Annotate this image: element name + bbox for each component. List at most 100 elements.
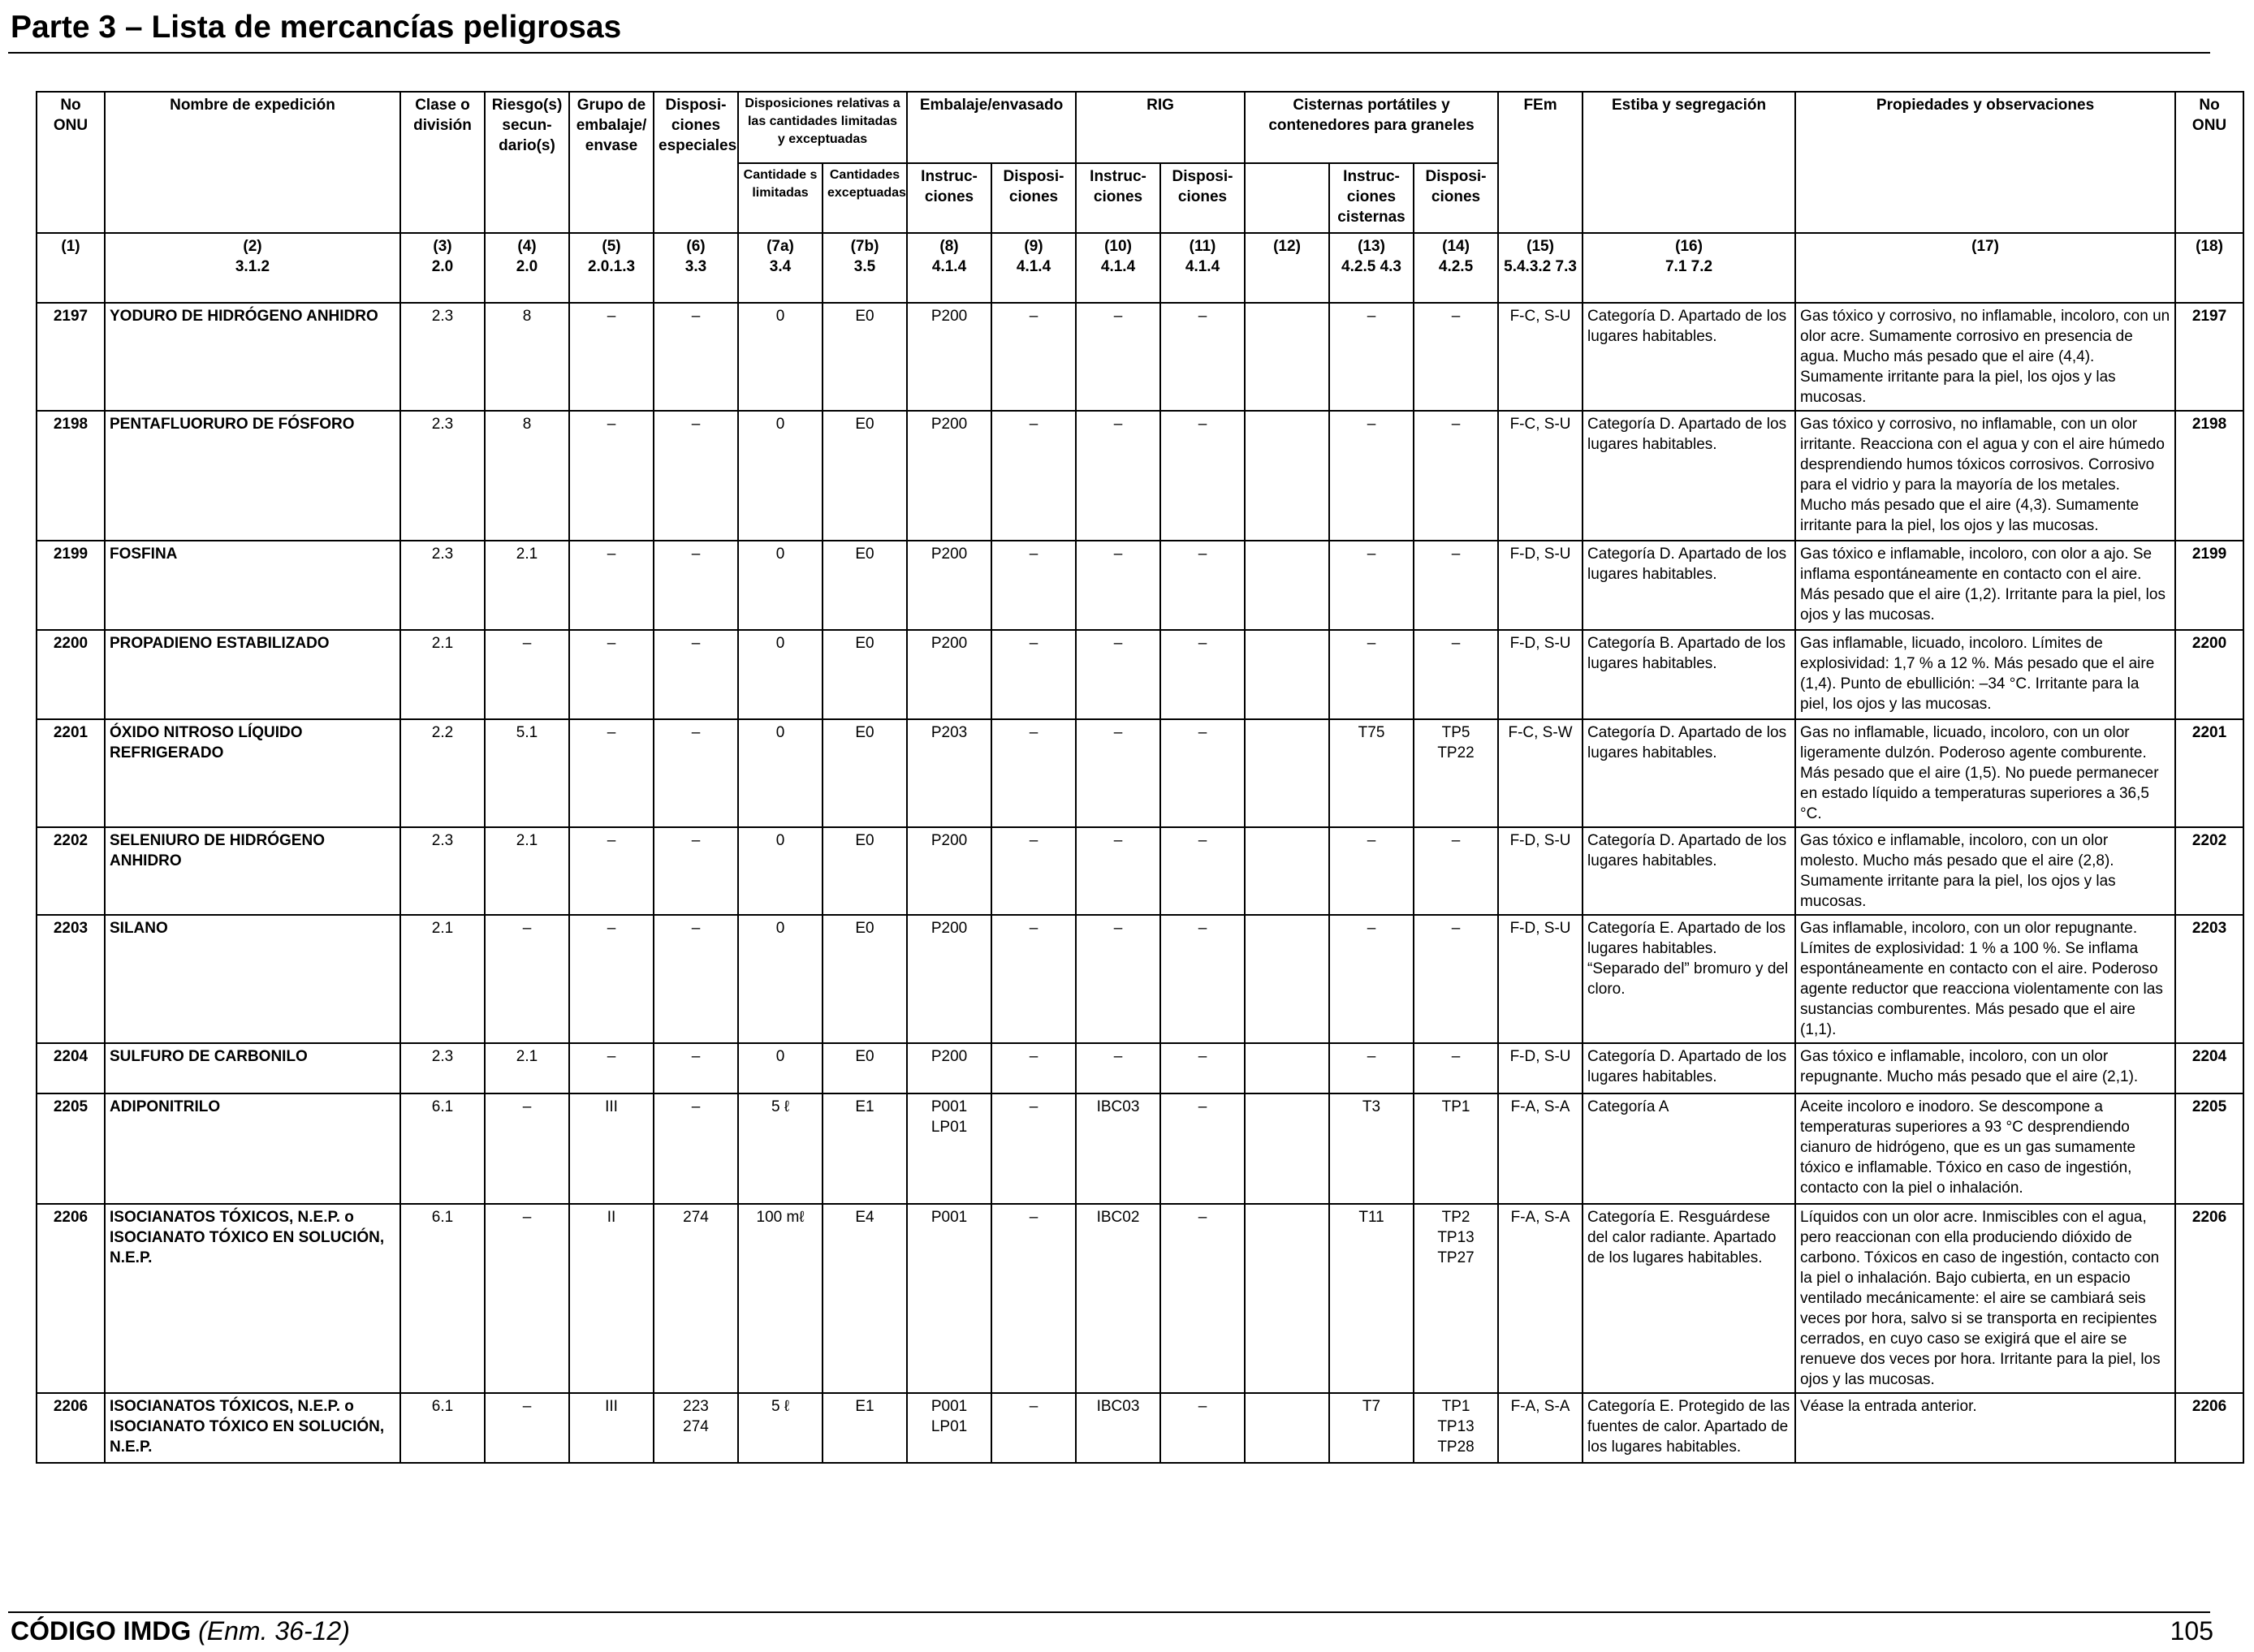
cell-special-provisions: 223 274 <box>653 1392 739 1464</box>
cell-subsidiary-risk: – <box>484 1203 570 1394</box>
column-ref-cell: (8) 4.1.4 <box>906 232 993 304</box>
column-ref-cell: (7b) 3.5 <box>821 232 909 304</box>
cell-col12 <box>1244 1203 1331 1394</box>
cell-packing-group: – <box>568 302 654 412</box>
cell-class: 6.1 <box>399 1203 486 1394</box>
column-ref-cell: (16) 7.1 7.2 <box>1582 232 1797 304</box>
cell-packing-instruction: P200 <box>906 410 993 541</box>
header-tank-provisions: Disposi-ciones <box>1413 162 1500 234</box>
column-ref-cell: (5) 2.0.1.3 <box>568 232 654 304</box>
cell-packing-instruction: P200 <box>906 914 993 1044</box>
cell-subsidiary-risk: – <box>484 914 570 1044</box>
column-ref-section: 7.1 7.2 <box>1665 258 1713 275</box>
footer-edition: (Enm. 36-12) <box>198 1616 350 1646</box>
cell-packing-instruction: P203 <box>906 718 993 828</box>
cell-excepted-quantity: E0 <box>821 1042 909 1094</box>
column-ref-section: 5.4.3.2 7.3 <box>1504 258 1577 275</box>
cell-special-provisions: – <box>653 540 739 631</box>
cell-packing-provision: – <box>991 540 1077 631</box>
table-row: 2200 PROPADIENO ESTABILIZADO 2.1– – –0 E0 P200… <box>36 629 2245 720</box>
cell-un-number: 2206 <box>36 1392 106 1464</box>
column-ref-number: (4) <box>517 238 537 255</box>
cell-shipping-name: YODURO DE HIDRÓGENO ANHIDRO <box>104 302 401 412</box>
column-ref-cell: (3) 2.0 <box>399 232 486 304</box>
cell-col12 <box>1244 1392 1331 1464</box>
cell-tank-provision: TP2 TP13 TP27 <box>1413 1203 1500 1394</box>
cell-limited-quantity: 0 <box>737 1042 823 1094</box>
cell-col12 <box>1244 302 1331 412</box>
column-ref-number: (16) <box>1675 238 1703 255</box>
table-row: 2197 YODURO DE HIDRÓGENO ANHIDRO 2.3 8– –0 E0… <box>36 302 2245 412</box>
table-row: 2202 SELENIURO DE HIDRÓGENO ANHIDRO 2.3 2.1… <box>36 826 2245 916</box>
cell-col12 <box>1244 1042 1331 1094</box>
cell-limited-quantity: 0 <box>737 914 823 1044</box>
cell-tank-provision: – <box>1413 302 1500 412</box>
cell-limited-quantity: 0 <box>737 629 823 720</box>
header-ibc-instructions: Instruc-ciones <box>1075 162 1162 234</box>
column-ref-cell: (9) 4.1.4 <box>991 232 1077 304</box>
column-ref-cell: (6) 3.3 <box>653 232 739 304</box>
cell-shipping-name: SELENIURO DE HIDRÓGENO ANHIDRO <box>104 826 401 916</box>
cell-un-number: 2203 <box>36 914 106 1044</box>
cell-ems: F-A, S-A <box>1497 1392 1584 1464</box>
cell-ibc-provision: – <box>1159 1203 1246 1394</box>
column-ref-cell: (15) 5.4.3.2 7.3 <box>1497 232 1584 304</box>
header-excepted-quantities: Cantidades exceptuadas <box>821 162 909 234</box>
cell-ems: F-A, S-A <box>1497 1203 1584 1394</box>
cell-class: 6.1 <box>399 1392 486 1464</box>
cell-col12 <box>1244 826 1331 916</box>
header-tank-instructions: Instruc-ciones cisternas <box>1328 162 1415 234</box>
column-ref-number: (3) <box>433 238 452 255</box>
cell-ibc-provision: – <box>1159 826 1246 916</box>
cell-stowage: Categoría B. Apartado de los lugares hab… <box>1582 629 1797 720</box>
cell-tank-provision: – <box>1413 1042 1500 1094</box>
cell-ibc-instruction: – <box>1075 410 1162 541</box>
cell-ibc-instruction: – <box>1075 1042 1162 1094</box>
cell-tank-provision: – <box>1413 629 1500 720</box>
cell-ibc-provision: – <box>1159 302 1246 412</box>
cell-stowage: Categoría E. Apartado de los lugares hab… <box>1582 914 1797 1044</box>
cell-packing-instruction: P001 LP01 <box>906 1392 993 1464</box>
column-ref-cell: (13) 4.2.5 4.3 <box>1328 232 1415 304</box>
cell-un-number: 2201 <box>36 718 106 828</box>
header-un-number: No ONU <box>36 91 106 234</box>
header-ibc-provisions: Disposi-ciones <box>1159 162 1246 234</box>
cell-subsidiary-risk: – <box>484 629 570 720</box>
cell-tank-instruction: – <box>1328 410 1415 541</box>
column-ref-section: 4.2.5 4.3 <box>1341 258 1401 275</box>
cell-properties: Gas tóxico e inflamable, incoloro, con u… <box>1794 826 2177 916</box>
column-ref-section: 2.0 <box>516 258 538 275</box>
column-ref-section: 2.0.1.3 <box>587 258 636 275</box>
cell-ibc-provision: – <box>1159 1042 1246 1094</box>
cell-class: 2.2 <box>399 718 486 828</box>
cell-ibc-provision: – <box>1159 540 1246 631</box>
column-ref-section: 3.4 <box>769 258 792 275</box>
cell-tank-instruction: – <box>1328 629 1415 720</box>
header-class: Clase o división <box>399 91 486 234</box>
column-ref-number: (12) <box>1273 238 1301 255</box>
cell-subsidiary-risk: 2.1 <box>484 540 570 631</box>
cell-un-number: 2198 <box>36 410 106 541</box>
cell-tank-provision: – <box>1413 914 1500 1044</box>
cell-packing-instruction: P200 <box>906 1042 993 1094</box>
cell-ibc-instruction: IBC03 <box>1075 1392 1162 1464</box>
column-ref-number: (17) <box>1971 238 1999 255</box>
cell-limited-quantity: 5 ℓ <box>737 1093 823 1205</box>
cell-packing-group: – <box>568 410 654 541</box>
cell-subsidiary-risk: – <box>484 1093 570 1205</box>
cell-packing-group: III <box>568 1093 654 1205</box>
cell-stowage: Categoría A <box>1582 1093 1797 1205</box>
cell-special-provisions: – <box>653 914 739 1044</box>
column-ref-section: 3.1.2 <box>235 258 270 275</box>
cell-un-number-right: 2198 <box>2174 410 2245 541</box>
cell-properties: Gas inflamable, incoloro, con un olor re… <box>1794 914 2177 1044</box>
cell-tank-provision: – <box>1413 410 1500 541</box>
cell-stowage: Categoría D. Apartado de los lugares hab… <box>1582 302 1797 412</box>
column-ref-cell: (17) <box>1794 232 2177 304</box>
cell-limited-quantity: 0 <box>737 302 823 412</box>
cell-special-provisions: – <box>653 718 739 828</box>
cell-excepted-quantity: E0 <box>821 914 909 1044</box>
cell-tank-instruction: – <box>1328 826 1415 916</box>
cell-stowage: Categoría E. Resguárdese del calor radia… <box>1582 1203 1797 1394</box>
header-special-provisions: Disposi-ciones especiales <box>653 91 739 234</box>
